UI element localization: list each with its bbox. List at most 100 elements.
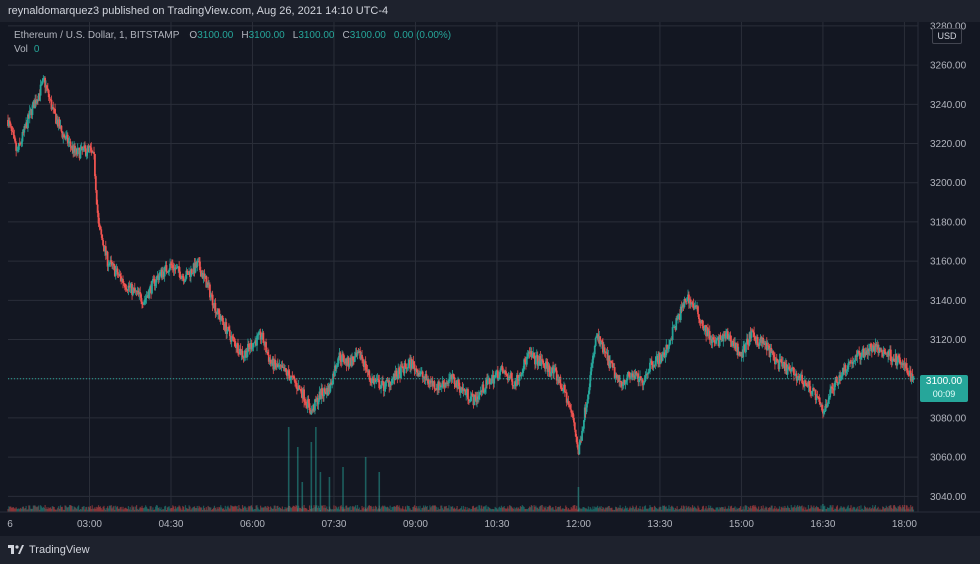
candle-body (58, 119, 61, 129)
candle-body (659, 352, 661, 364)
volume-bar (117, 508, 120, 512)
candle-body (737, 351, 740, 356)
volume-bar (140, 507, 142, 512)
volume-bar (525, 509, 527, 512)
candle-body (288, 374, 291, 381)
volume-bar (509, 505, 511, 512)
volume-bar (625, 508, 628, 512)
candle-body (156, 275, 159, 277)
candle-body (243, 355, 246, 358)
volume-bar (533, 505, 535, 512)
tradingview-logo[interactable]: TradingView (8, 544, 90, 556)
candle-body (298, 385, 301, 389)
volume-bar (632, 505, 634, 512)
candle-body (830, 386, 832, 390)
candle-body (428, 383, 430, 385)
candle-body (43, 78, 46, 79)
candle-body (548, 365, 551, 372)
volume-bar (597, 508, 599, 512)
volume-bar (714, 509, 716, 512)
volume-bar (282, 509, 284, 512)
volume-bar (792, 507, 794, 512)
candle-body (162, 271, 165, 277)
price-tick-label: 3140.00 (930, 296, 967, 307)
volume-bar (311, 508, 313, 512)
volume-bar (456, 505, 458, 512)
chart-frame[interactable] (0, 22, 980, 536)
candle-body (352, 360, 355, 362)
candle-body (320, 388, 323, 399)
volume-bar (160, 507, 162, 512)
header-bar: reynaldomarquez3 published on TradingVie… (0, 0, 980, 22)
candle-body (205, 275, 208, 288)
candle-body (789, 369, 792, 372)
volume-bar (458, 509, 460, 512)
candle-body (266, 352, 269, 355)
volume-bar (303, 505, 305, 512)
volume-bar (623, 509, 625, 512)
candle-body (881, 352, 884, 357)
volume-bar (403, 509, 406, 512)
symbol-title[interactable]: Ethereum / U.S. Dollar, 1, BITSTAMP (14, 30, 180, 41)
volume-bar (98, 506, 101, 512)
candle-body (580, 440, 583, 442)
candle-body (517, 379, 520, 381)
candle-body (509, 373, 512, 378)
candle-body (65, 134, 68, 136)
volume-bar (547, 506, 550, 512)
volume-bar (578, 507, 580, 512)
candle-body (435, 388, 438, 389)
volume-bar (327, 509, 330, 512)
volume-bar (112, 506, 114, 512)
volume-bar (657, 509, 659, 512)
candle-body (413, 364, 416, 371)
volume-bar (627, 509, 629, 512)
volume-bar (235, 506, 237, 512)
volume-bar (469, 508, 471, 512)
volume-bar (698, 507, 700, 512)
candle-body (236, 343, 238, 349)
candle-body (756, 337, 759, 346)
volume-bar (541, 505, 543, 512)
volume-bar (193, 506, 196, 512)
volume-bar (250, 505, 253, 512)
volume-bar (690, 507, 692, 512)
candle-body (373, 379, 376, 384)
volume-bar (747, 509, 749, 512)
candle-body (504, 370, 507, 372)
volume-bar (742, 506, 744, 512)
candle-body (361, 354, 363, 359)
candle-body (421, 371, 424, 378)
volume-bar (585, 508, 587, 512)
candle-body (450, 374, 453, 380)
candle-body (458, 379, 460, 387)
candle-body (18, 143, 21, 144)
candle-body (8, 120, 11, 124)
volume-bar (457, 509, 459, 512)
candle-body (854, 355, 857, 361)
volume-bar (261, 507, 264, 512)
candle-body (89, 145, 92, 148)
candle-body (87, 146, 90, 148)
volume-bar (819, 509, 821, 512)
volume-bar (393, 506, 395, 512)
candle-body (301, 393, 304, 399)
volume-bar (25, 505, 27, 512)
candle-body (889, 349, 892, 362)
volume-bar (589, 506, 591, 512)
volume-bar (492, 509, 494, 512)
volume-bar (575, 508, 577, 512)
currency-badge[interactable]: USD (932, 28, 962, 44)
candle-body (388, 380, 391, 387)
volume-bar (343, 507, 345, 512)
volume-bar (485, 505, 487, 512)
volume-bar (811, 506, 813, 512)
candle-body (132, 288, 135, 290)
candle-body (496, 370, 498, 373)
volume-bar (284, 507, 286, 512)
candle-body (515, 381, 517, 387)
volume-label[interactable]: Vol (14, 44, 28, 55)
volume-bar (801, 505, 803, 512)
candle-body (536, 354, 539, 366)
